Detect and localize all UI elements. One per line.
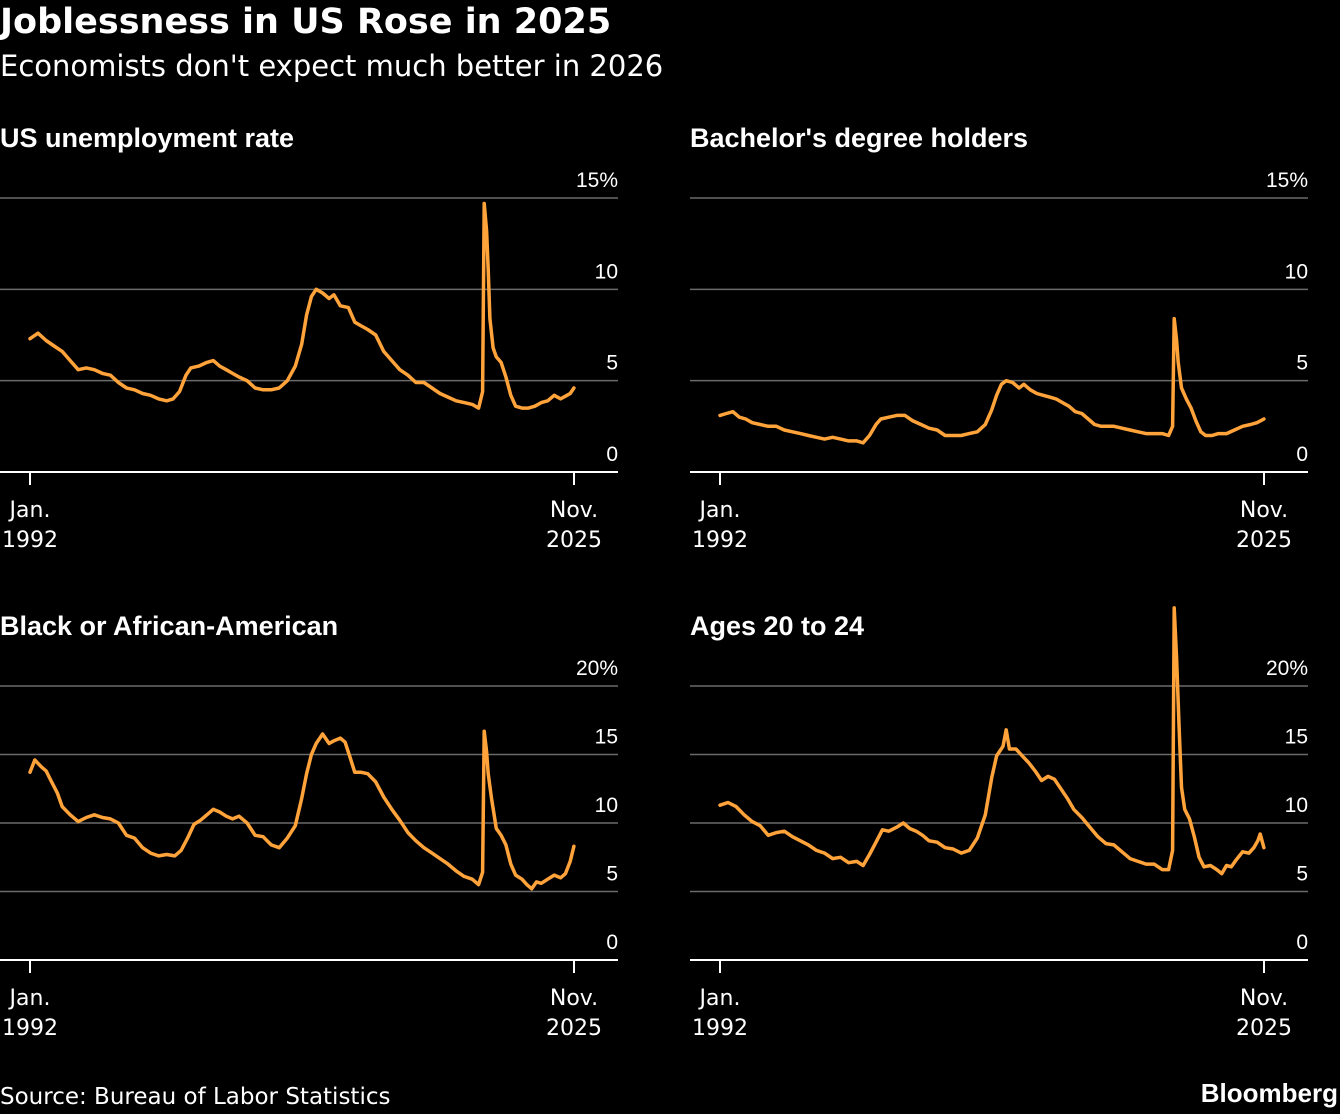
x-tick-label: Jan. bbox=[698, 498, 741, 523]
x-tick-label: 1992 bbox=[2, 1016, 58, 1041]
x-tick-label: 1992 bbox=[2, 528, 58, 553]
x-tick-label: Jan. bbox=[8, 498, 51, 523]
y-tick-label: 15% bbox=[1266, 169, 1308, 192]
panel-title: Black or African-American bbox=[0, 611, 339, 641]
panel-title: Ages 20 to 24 bbox=[690, 611, 865, 641]
y-tick-label: 15 bbox=[1285, 726, 1308, 749]
chart-subtitle: Economists don't expect much better in 2… bbox=[0, 49, 664, 83]
panel-title: Bachelor's degree holders bbox=[690, 123, 1029, 153]
y-tick-label: 20% bbox=[1266, 657, 1308, 680]
x-tick-label: 1992 bbox=[692, 1016, 748, 1041]
series-line bbox=[28, 201, 576, 410]
x-tick-label: Nov. bbox=[550, 986, 598, 1011]
chart-title: Joblessness in US Rose in 2025 bbox=[0, 2, 612, 42]
y-tick-label: 10 bbox=[1285, 260, 1308, 283]
line-chart: 0 5 10 15 20% Jan. 1992 Nov. 2025 bbox=[690, 606, 1308, 1041]
y-tick-label: 10 bbox=[595, 260, 618, 283]
y-tick-label: 5 bbox=[1296, 863, 1308, 886]
x-tick-label: 2025 bbox=[546, 528, 602, 553]
y-tick-label: 10 bbox=[595, 794, 618, 817]
panel-us-unemployment: US unemployment rate 0 5 10 15% Jan. 1992 Nov.… bbox=[0, 120, 660, 570]
y-tick-label: 0 bbox=[1296, 931, 1308, 954]
x-tick-label: Jan. bbox=[8, 986, 51, 1011]
y-tick-label: 20% bbox=[576, 657, 618, 680]
x-tick-label: 2025 bbox=[1236, 528, 1292, 553]
panel-bachelors-degree: Bachelor's degree holders 0 5 10 15% Jan. 199… bbox=[690, 120, 1340, 570]
line-chart: 0 5 10 15 20% Jan. 1992 Nov. 2025 bbox=[0, 657, 618, 1041]
source-note: Source: Bureau of Labor Statistics bbox=[0, 1084, 391, 1110]
y-tick-label: 5 bbox=[1296, 352, 1308, 375]
x-tick-label: Nov. bbox=[550, 498, 598, 523]
x-tick-label: 2025 bbox=[1236, 1016, 1292, 1041]
x-tick-label: Nov. bbox=[1240, 498, 1288, 523]
y-tick-label: 15 bbox=[595, 726, 618, 749]
panel-black-african-american: Black or African-American 0 5 10 15 20% Jan. 1… bbox=[0, 608, 660, 1058]
panel-ages-20-24: Ages 20 to 24 0 5 10 15 20% Jan. 1992 Nov. 2025 bbox=[690, 606, 1340, 1058]
y-tick-label: 5 bbox=[606, 863, 618, 886]
line-chart: 0 5 10 15% Jan. 1992 Nov. 2025 bbox=[690, 169, 1308, 553]
x-tick-label: Nov. bbox=[1240, 986, 1288, 1011]
x-tick-label: 2025 bbox=[546, 1016, 602, 1041]
y-tick-label: 0 bbox=[606, 443, 618, 466]
series-line bbox=[28, 729, 576, 891]
series-line bbox=[718, 606, 1266, 876]
panel-title: US unemployment rate bbox=[0, 123, 295, 153]
y-tick-label: 5 bbox=[606, 352, 618, 375]
x-tick-label: 1992 bbox=[692, 528, 748, 553]
series-line bbox=[718, 316, 1266, 445]
y-tick-label: 15% bbox=[576, 169, 618, 192]
x-tick-label: Jan. bbox=[698, 986, 741, 1011]
y-tick-label: 0 bbox=[1296, 443, 1308, 466]
y-tick-label: 10 bbox=[1285, 794, 1308, 817]
bloomberg-logo: Bloomberg bbox=[1200, 1078, 1338, 1108]
y-tick-label: 0 bbox=[606, 931, 618, 954]
line-chart: 0 5 10 15% Jan. 1992 Nov. 2025 bbox=[0, 169, 618, 553]
